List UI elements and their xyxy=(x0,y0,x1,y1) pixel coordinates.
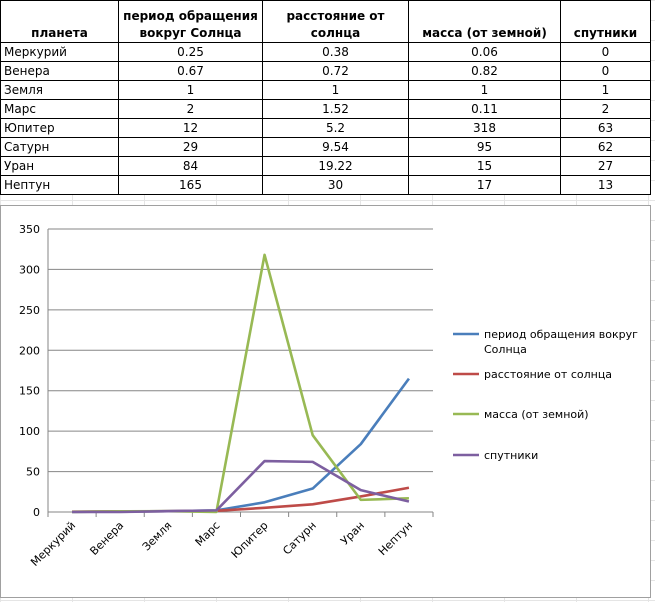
x-tick-label: Уран xyxy=(338,519,367,548)
line-chart: 0 50 100 150 200 250 300 350 Меркурий Венера Земля… xyxy=(19,223,638,569)
value-cell[interactable]: 2 xyxy=(118,99,263,119)
value-cell[interactable]: 13 xyxy=(560,175,651,195)
value-cell[interactable]: 1 xyxy=(118,80,263,100)
value-cell[interactable]: 62 xyxy=(560,137,651,157)
y-tick-label: 250 xyxy=(19,304,40,317)
y-tick-label: 300 xyxy=(19,263,40,276)
value-cell[interactable]: 0 xyxy=(560,61,651,81)
planet-name-cell[interactable]: Нептун xyxy=(0,175,119,195)
value-cell[interactable]: 0.25 xyxy=(118,42,263,62)
value-cell[interactable]: 1.52 xyxy=(262,99,409,119)
value-cell[interactable]: 165 xyxy=(118,175,263,195)
chart-area[interactable]: 0 50 100 150 200 250 300 350 Меркурий Венера Земля… xyxy=(0,205,651,598)
value-cell[interactable]: 1 xyxy=(262,80,409,100)
x-tick-label: Марс xyxy=(193,519,223,549)
y-tick-label: 350 xyxy=(19,223,40,236)
table-row: Юпитер 12 5.2 318 63 xyxy=(0,118,651,138)
value-cell[interactable]: 0.67 xyxy=(118,61,263,81)
table-header-row: планета период обращения вокруг Солнца р… xyxy=(0,0,651,43)
header-mass[interactable]: масса (от земной) xyxy=(408,0,561,43)
value-cell[interactable]: 0.82 xyxy=(408,61,561,81)
y-tick-label: 0 xyxy=(33,506,40,519)
header-period[interactable]: период обращения вокруг Солнца xyxy=(118,0,263,43)
value-cell[interactable]: 0.11 xyxy=(408,99,561,119)
table-row: Нептун 165 30 17 13 xyxy=(0,175,651,195)
series-line xyxy=(72,377,410,514)
value-cell[interactable]: 0.06 xyxy=(408,42,561,62)
y-tick-label: 100 xyxy=(19,425,40,438)
planet-name-cell[interactable]: Меркурий xyxy=(0,42,119,62)
series-line xyxy=(72,253,409,514)
y-tick-label: 50 xyxy=(26,466,40,479)
series-line xyxy=(72,459,410,514)
value-cell[interactable]: 2 xyxy=(560,99,651,119)
x-tick-label: Меркурий xyxy=(28,519,78,569)
legend-label: расстояние от солнца xyxy=(484,368,612,381)
value-cell[interactable]: 27 xyxy=(560,156,651,176)
series-line xyxy=(72,486,410,513)
value-cell[interactable]: 15 xyxy=(408,156,561,176)
table-row: Уран 84 19.22 15 27 xyxy=(0,156,651,176)
y-tick-label: 150 xyxy=(19,385,40,398)
table-row: Меркурий 0.25 0.38 0.06 0 xyxy=(0,42,651,62)
value-cell[interactable]: 1 xyxy=(560,80,651,100)
x-tick-label: Нептун xyxy=(376,519,415,558)
planet-name-cell[interactable]: Юпитер xyxy=(0,118,119,138)
value-cell[interactable]: 1 xyxy=(408,80,561,100)
header-satellites[interactable]: спутники xyxy=(560,0,651,43)
value-cell[interactable]: 5.2 xyxy=(262,118,409,138)
table-row: Сатурн 29 9.54 95 62 xyxy=(0,137,651,157)
value-cell[interactable]: 95 xyxy=(408,137,561,157)
value-cell[interactable]: 17 xyxy=(408,175,561,195)
value-cell[interactable]: 0.72 xyxy=(262,61,409,81)
planet-name-cell[interactable]: Венера xyxy=(0,61,119,81)
header-distance[interactable]: расстояние от солнца xyxy=(262,0,409,43)
value-cell[interactable]: 63 xyxy=(560,118,651,138)
x-tick-label: Юпитер xyxy=(229,519,271,561)
header-planet[interactable]: планета xyxy=(0,0,119,43)
y-tick-label: 200 xyxy=(19,344,40,357)
table-body: Меркурий 0.25 0.38 0.06 0 Венера 0.67 0.72 0.82 0… xyxy=(0,42,651,195)
value-cell[interactable]: 29 xyxy=(118,137,263,157)
table-row: Марс 2 1.52 0.11 2 xyxy=(0,99,651,119)
legend-label: период обращения вокруг Солнца xyxy=(484,328,638,356)
value-cell[interactable]: 19.22 xyxy=(262,156,409,176)
planet-name-cell[interactable]: Земля xyxy=(0,80,119,100)
legend-label: спутники xyxy=(484,449,538,462)
table-row: Венера 0.67 0.72 0.82 0 xyxy=(0,61,651,81)
table-row: Земля 1 1 1 1 xyxy=(0,80,651,100)
value-cell[interactable]: 12 xyxy=(118,118,263,138)
x-tick-label: Венера xyxy=(87,519,126,558)
value-cell[interactable]: 0.38 xyxy=(262,42,409,62)
value-cell[interactable]: 318 xyxy=(408,118,561,138)
planet-name-cell[interactable]: Марс xyxy=(0,99,119,119)
planet-name-cell[interactable]: Уран xyxy=(0,156,119,176)
value-cell[interactable]: 0 xyxy=(560,42,651,62)
legend-label: масса (от земной) xyxy=(484,408,589,421)
planet-name-cell[interactable]: Сатурн xyxy=(0,137,119,157)
x-tick-label: Сатурн xyxy=(280,519,319,558)
value-cell[interactable]: 84 xyxy=(118,156,263,176)
x-tick-label: Земля xyxy=(140,519,174,553)
value-cell[interactable]: 9.54 xyxy=(262,137,409,157)
value-cell[interactable]: 30 xyxy=(262,175,409,195)
planet-table: планета период обращения вокруг Солнца р… xyxy=(0,0,651,195)
